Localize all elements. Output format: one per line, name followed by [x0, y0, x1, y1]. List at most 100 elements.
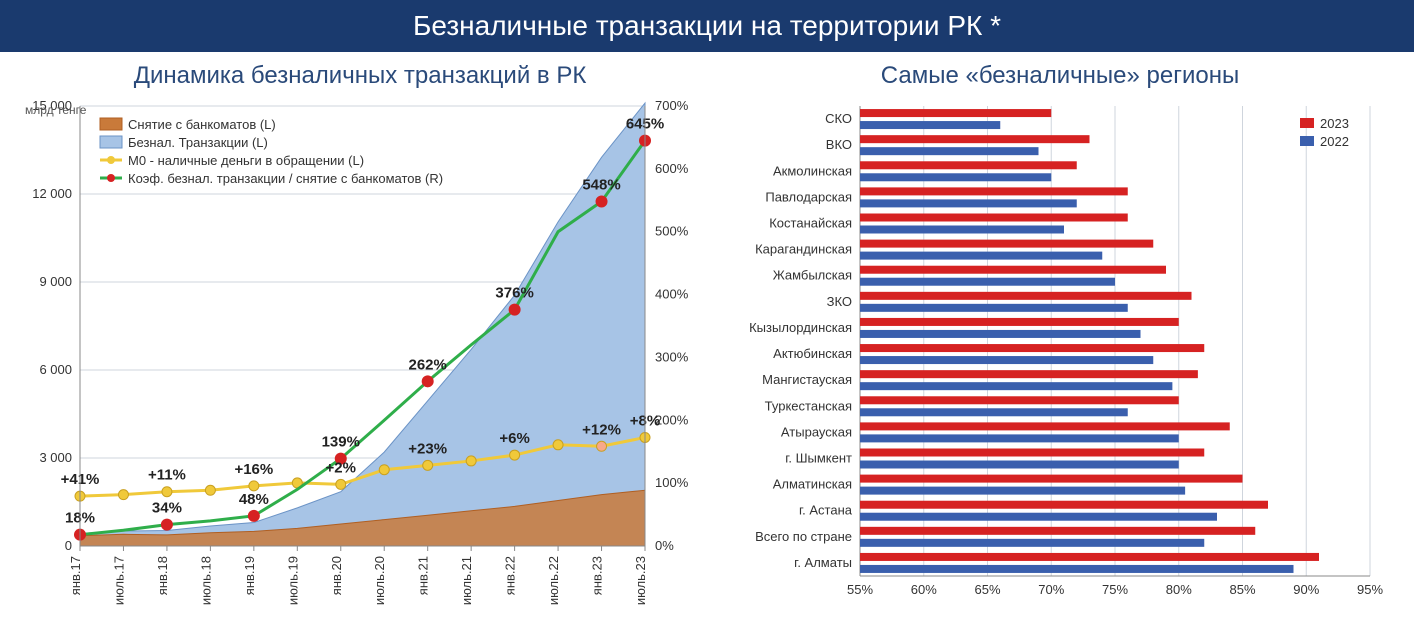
legend-swatch-cashless [100, 136, 122, 148]
region-label: Атырауская [781, 424, 852, 439]
x-tick-label: 60% [911, 582, 937, 597]
bar-2023 [860, 318, 1179, 326]
region-label: г. Шымкент [785, 451, 852, 466]
y-left-label: 0 [65, 538, 72, 553]
region-label: Мангистауская [762, 372, 852, 387]
bar-2022 [860, 173, 1051, 181]
bar-2022 [860, 278, 1115, 286]
m0-marker [597, 441, 607, 451]
bar-2022 [860, 304, 1128, 312]
y-unit-label: млрд тенге [25, 103, 87, 117]
legend-label-atm: Снятие с банкоматов (L) [128, 117, 276, 132]
bar-2023 [860, 396, 1179, 404]
bar-2022 [860, 199, 1077, 207]
bar-2023 [860, 161, 1077, 169]
x-tick-label: 95% [1357, 582, 1383, 597]
region-label: СКО [825, 111, 852, 126]
bar-2023 [860, 475, 1243, 483]
bar-2023 [860, 135, 1090, 143]
x-tick-label: 70% [1038, 582, 1064, 597]
m0-marker [379, 465, 389, 475]
region-label: Алматинская [773, 477, 852, 492]
region-label: Карагандинская [755, 242, 852, 257]
bar-2022 [860, 147, 1039, 155]
bar-2023 [860, 370, 1198, 378]
m0-callout: +23% [408, 440, 447, 457]
m0-marker [118, 490, 128, 500]
left-chart-title: Динамика безналичных транзакций в РК [20, 62, 700, 90]
legend-swatch-atm [100, 118, 122, 130]
bar-2023 [860, 501, 1268, 509]
region-label: Акмолинская [773, 163, 852, 178]
region-label: Костанайская [769, 216, 852, 231]
region-label: г. Алматы [794, 555, 852, 570]
region-label: Туркестанская [765, 398, 852, 413]
bar-2022 [860, 461, 1179, 469]
y-left-label: 9 000 [39, 274, 72, 289]
x-tick-label: 65% [974, 582, 1000, 597]
x-label: янв.18 [155, 556, 170, 595]
y-right-label: 100% [655, 475, 689, 490]
m0-callout: +6% [499, 430, 529, 447]
m0-callout: +12% [582, 421, 621, 438]
ratio-callout: 548% [582, 177, 620, 194]
region-label: Актюбинская [773, 346, 852, 361]
bar-2023 [860, 214, 1128, 222]
legend-label-m0: M0 - наличные деньги в обращении (L) [128, 153, 364, 168]
legend-label-cashless: Безнал. Транзакции (L) [128, 135, 268, 150]
charts-container: Динамика безналичных транзакций в РК 03 … [0, 52, 1414, 616]
m0-marker [162, 487, 172, 497]
bar-2023 [860, 292, 1192, 300]
m0-marker [423, 460, 433, 470]
bar-2022 [860, 382, 1172, 390]
m0-marker [205, 485, 215, 495]
bar-2022 [860, 539, 1204, 547]
y-left-label: 12 000 [32, 186, 72, 201]
x-label: июль.19 [285, 556, 300, 605]
right-chart-title: Самые «безналичные» регионы [730, 62, 1390, 90]
ratio-marker [509, 304, 521, 316]
m0-marker [510, 450, 520, 460]
ratio-marker [596, 196, 608, 208]
m0-callout: +11% [148, 467, 186, 484]
y-right-label: 700% [655, 98, 689, 113]
ratio-marker [248, 510, 260, 522]
x-label: июль.22 [546, 556, 561, 605]
y-right-label: 0% [655, 538, 674, 553]
legend-label-2022: 2022 [1320, 134, 1349, 149]
bar-2022 [860, 487, 1185, 495]
x-label: янв.21 [416, 556, 431, 595]
x-label: июль.18 [198, 556, 213, 605]
bar-2022 [860, 356, 1153, 364]
x-tick-label: 90% [1293, 582, 1319, 597]
region-label: Кызылординская [749, 320, 852, 335]
legend-label-2023: 2023 [1320, 116, 1349, 131]
bar-2023 [860, 527, 1255, 535]
x-tick-label: 85% [1229, 582, 1255, 597]
legend-swatch-2022 [1300, 136, 1314, 146]
legend-swatch-2023 [1300, 118, 1314, 128]
bar-2023 [860, 344, 1204, 352]
right-chart-svg: 55%60%65%70%75%80%85%90%95%СКОВКОАкмолин… [730, 96, 1390, 616]
ratio-marker [161, 519, 173, 531]
x-label: янв.19 [242, 556, 257, 595]
x-label: июль.17 [111, 556, 126, 605]
bar-2022 [860, 434, 1179, 442]
y-right-label: 500% [655, 224, 689, 239]
x-tick-label: 55% [847, 582, 873, 597]
x-tick-label: 75% [1102, 582, 1128, 597]
x-label: янв.23 [590, 556, 605, 595]
x-label: июль.20 [372, 556, 387, 605]
ratio-callout: 376% [495, 285, 533, 302]
ratio-callout: 262% [409, 356, 447, 373]
x-label: янв.20 [329, 556, 344, 595]
bar-2022 [860, 513, 1217, 521]
region-label: ЗКО [827, 294, 852, 309]
x-label: июль.21 [459, 556, 474, 605]
m0-marker [553, 440, 563, 450]
y-right-label: 400% [655, 287, 689, 302]
m0-marker [336, 479, 346, 489]
left-chart: Динамика безналичных транзакций в РК 03 … [20, 62, 700, 616]
x-label: янв.17 [68, 556, 83, 595]
bar-2023 [860, 422, 1230, 430]
